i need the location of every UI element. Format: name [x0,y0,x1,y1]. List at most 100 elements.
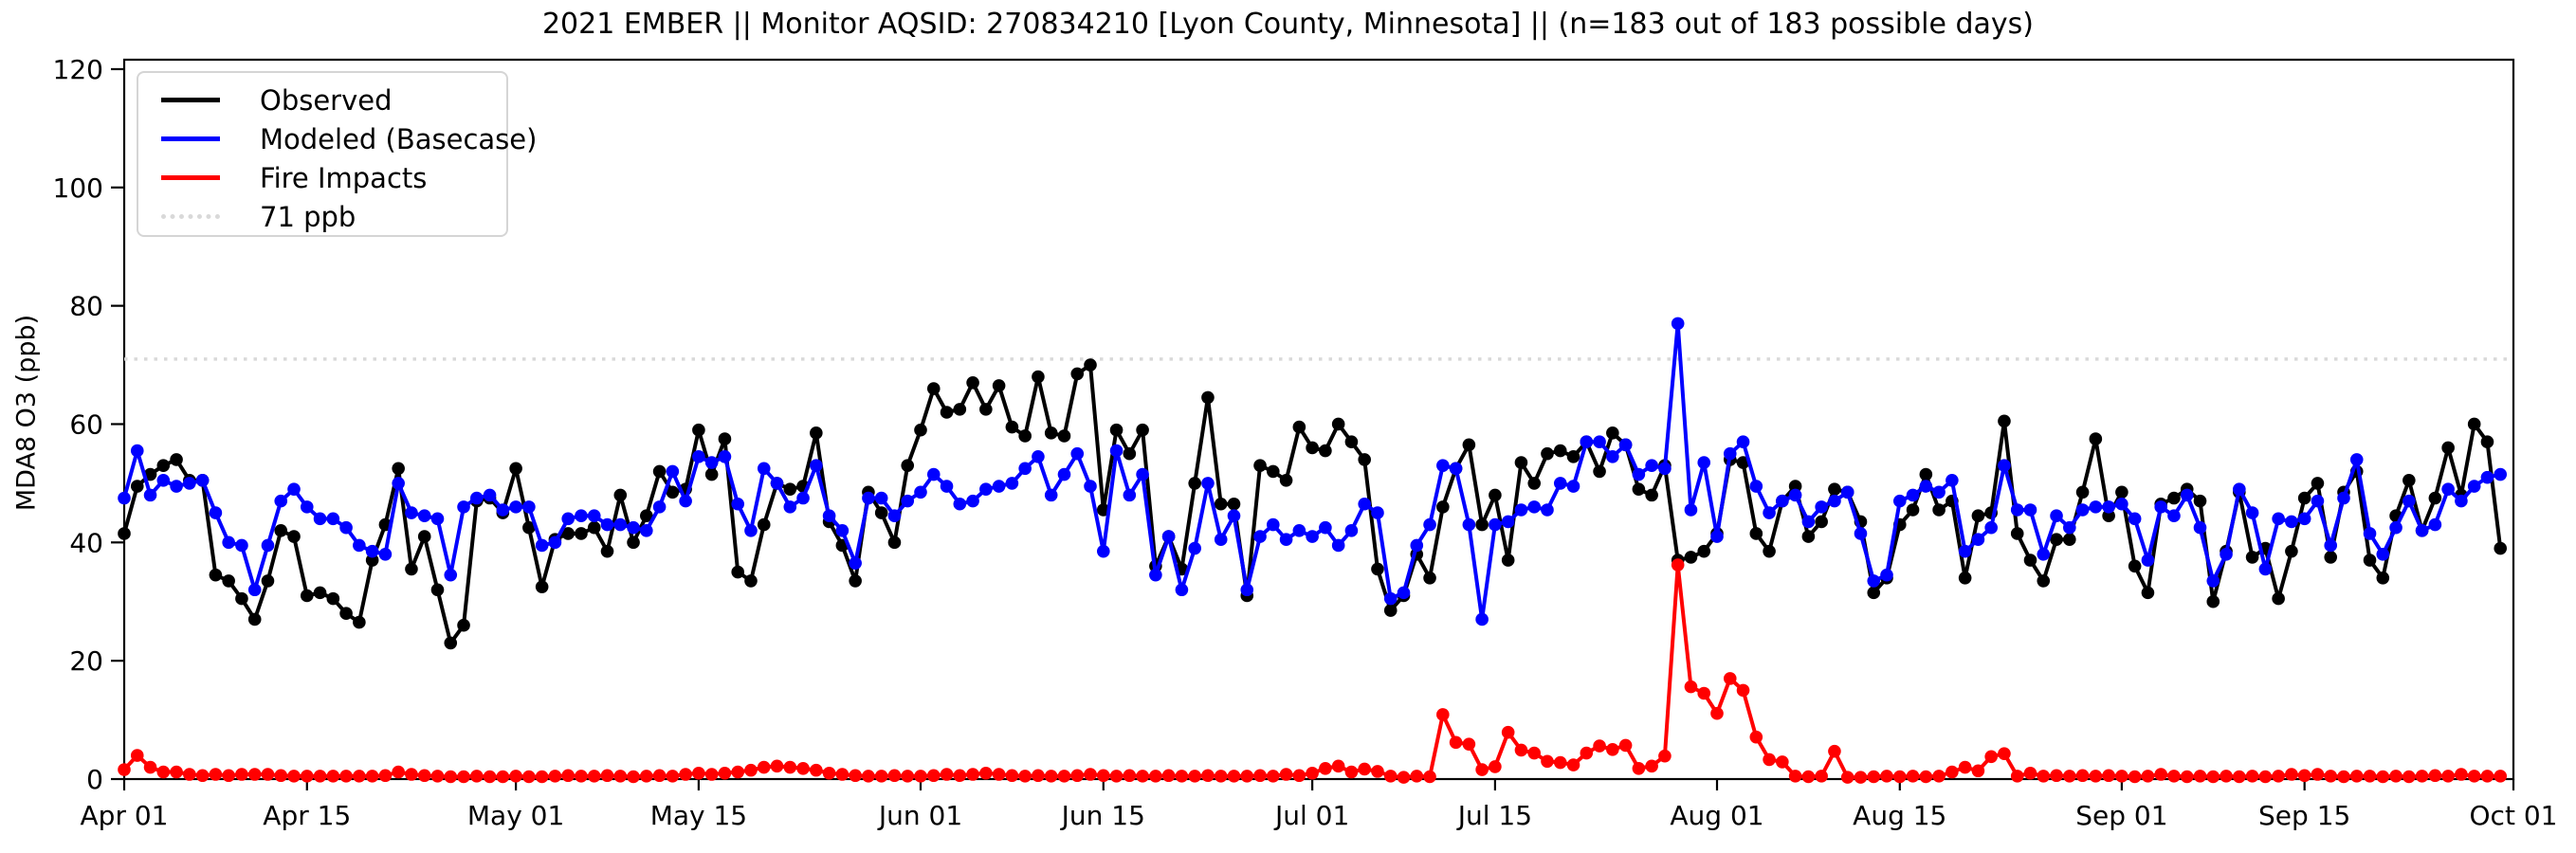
observed-point [627,535,640,550]
fire-impacts-point [326,770,340,783]
x-tick-label: Jul 01 [1273,800,1349,831]
observed-point [405,562,418,576]
modeled-basecase-markers [118,317,2508,626]
modeled-basecase-point [1175,583,1189,597]
fire-impacts-point [1566,758,1580,771]
modeled-basecase-point [156,473,171,487]
fire-impacts-point [339,770,353,783]
observed-point [2063,533,2076,546]
fire-impacts-point [1906,770,1920,783]
fire-impacts-point [509,770,522,783]
observed-point [1018,429,1032,443]
modeled-basecase-point [2115,497,2128,511]
observed-point [874,506,888,519]
fire-impacts-point [1971,764,1985,778]
observed-point [1593,464,1606,479]
observed-point [1436,500,1450,514]
modeled-basecase-point [1892,494,1907,508]
fire-impacts-point [1998,747,2011,760]
modeled-basecase-point [2258,562,2273,576]
fire-impacts-point [1671,558,1685,572]
modeled-basecase-point [2141,554,2155,567]
observed-point [2115,485,2128,499]
modeled-basecase-point [1580,435,1594,449]
observed-point [365,554,379,567]
chart-title: 2021 EMBER || Monitor AQSID: 270834210 [… [541,8,2035,41]
modeled-basecase-point [992,480,1006,493]
fire-impacts-point [2428,769,2442,783]
fire-impacts-point [822,766,836,780]
observed-point [1867,586,1881,600]
modeled-basecase-point [300,500,314,514]
modeled-basecase-point [2233,482,2246,496]
observed-point [666,485,680,499]
fire-impacts-point [887,769,902,783]
observed-point [2128,559,2142,573]
fire-impacts-point [744,763,758,777]
fire-impacts-point [1710,706,1724,720]
modeled-basecase-point [1501,515,1515,529]
observed-point [1371,562,1384,576]
fire-impacts-point [2494,770,2508,783]
observed-point [1188,477,1201,490]
fire-impacts-point [2220,770,2233,783]
modeled-basecase-point [548,535,562,550]
observed-point [1697,544,1711,558]
fire-impacts-point [1541,754,1554,769]
fire-impacts-point [2193,770,2207,783]
fire-impacts-point [2037,770,2051,783]
fire-impacts-point [600,769,614,783]
fire-impacts-point [2258,770,2273,784]
fire-impacts-point [1032,769,1045,783]
observed-point [222,574,235,588]
modeled-basecase-point [704,456,719,469]
modeled-basecase-point [1201,477,1215,490]
fire-impacts-point [718,766,732,780]
modeled-basecase-point [862,491,875,505]
fire-impacts-point [1436,708,1450,721]
observed-point [2193,494,2207,508]
fire-impacts-point [1580,746,1594,760]
modeled-basecase-point [1371,506,1384,519]
x-tick-label: Apr 01 [81,800,169,831]
modeled-basecase-point [2063,520,2076,535]
fire-impacts-point [2010,770,2024,783]
modeled-basecase-point [1710,530,1724,543]
fire-impacts-point [1501,725,1515,739]
modeled-basecase-point [966,494,979,508]
fire-impacts-point [2480,770,2494,783]
modeled-basecase-point [822,509,836,523]
observed-point [313,586,327,600]
fire-impacts-point [143,760,157,774]
observed-point [2402,473,2416,487]
fire-impacts-point [1423,770,1436,784]
modeled-basecase-point [1671,317,1685,331]
modeled-basecase-point [2010,503,2024,517]
fire-impacts-point [2089,770,2103,783]
fire-impacts-point [496,770,510,784]
observed-point [966,375,979,390]
x-tick-label: Sep 15 [2258,800,2350,831]
fire-impacts-point [1005,769,1019,783]
modeled-basecase-point [2324,538,2338,553]
observed-point [1788,480,1802,493]
fire-impacts-point [1306,766,1319,780]
observed-point [2206,594,2220,608]
observed-point [457,618,470,632]
modeled-basecase-point [430,512,445,526]
modeled-basecase-point [1541,503,1554,517]
observed-point [1514,456,1528,469]
fire-impacts-point [2272,770,2285,783]
fire-impacts-point [405,768,418,781]
fire-impacts-point [2349,770,2364,783]
observed-point [130,480,144,493]
fire-impacts-point [1410,770,1424,783]
fire-impacts-point [2023,766,2037,780]
modeled-basecase-point [1032,450,1045,463]
observed-point [926,382,941,395]
observed-point [1057,429,1071,443]
fire-impacts-point [417,769,431,783]
fire-impacts-point [209,768,223,781]
modeled-basecase-point [2245,506,2259,519]
fire-impacts-point [2311,768,2325,781]
